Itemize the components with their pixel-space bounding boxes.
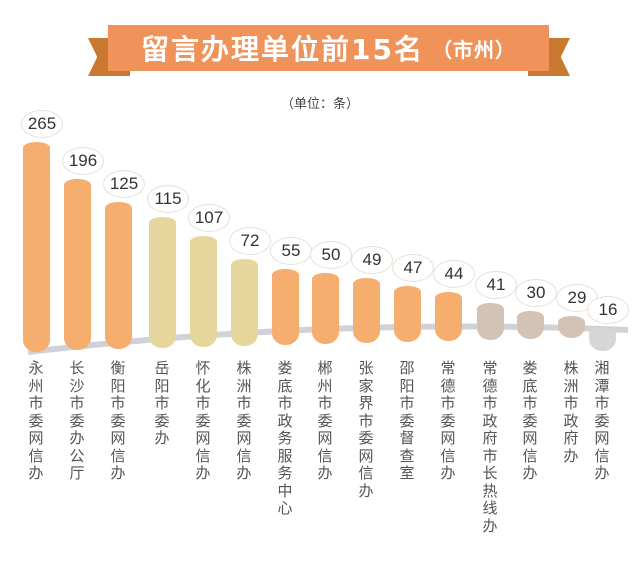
category-label: 长沙市委办公厅	[69, 359, 85, 482]
value-label: 44	[433, 260, 475, 288]
value-label: 49	[351, 246, 393, 274]
banner: 留言办理单位前15名 （市州）	[108, 25, 549, 71]
category-label: 娄底市委网信办	[522, 359, 538, 482]
chart-title: 留言办理单位前15名	[141, 33, 424, 66]
category-label: 邵阳市委督查室	[399, 359, 415, 482]
category-label: 岳阳市委办	[154, 359, 170, 447]
bar	[149, 217, 176, 348]
value-label: 125	[103, 170, 145, 198]
bar	[558, 316, 585, 338]
bar	[589, 328, 616, 351]
category-label: 怀化市委网信办	[195, 359, 211, 482]
bar	[105, 202, 132, 349]
title-banner: 留言办理单位前15名 （市州）	[88, 18, 570, 80]
bar	[64, 179, 91, 350]
bar	[477, 303, 504, 340]
category-label: 张家界市委网信办	[358, 359, 374, 500]
value-label: 107	[188, 204, 230, 232]
bar	[312, 273, 339, 344]
category-label: 湘潭市委网信办	[594, 359, 610, 482]
bar	[272, 269, 299, 345]
bar	[190, 236, 217, 347]
category-label: 衡阳市委网信办	[110, 359, 126, 482]
category-label: 株洲市政府办	[563, 359, 579, 465]
category-label: 郴州市委网信办	[317, 359, 333, 482]
value-label: 50	[310, 241, 352, 269]
chart-subtitle: （市州）	[431, 37, 516, 62]
value-label: 47	[392, 254, 434, 282]
unit-label: （单位：条）	[280, 97, 359, 112]
bar	[353, 278, 380, 343]
category-label: 永州市委网信办	[28, 359, 44, 482]
category-label: 娄底市政务服务中心	[277, 359, 293, 517]
value-label: 41	[475, 271, 517, 299]
bar	[394, 286, 421, 342]
bar	[517, 311, 544, 339]
bar	[435, 292, 462, 341]
bar	[23, 142, 50, 352]
value-label: 115	[147, 185, 189, 213]
bar	[231, 259, 258, 346]
value-label: 30	[515, 279, 557, 307]
value-label: 196	[62, 147, 104, 175]
value-label: 265	[21, 110, 63, 138]
value-label: 55	[270, 237, 312, 265]
category-label: 株洲市委网信办	[236, 359, 252, 482]
category-label: 常德市政府市长热线办	[482, 359, 498, 535]
value-label: 72	[229, 227, 271, 255]
category-label: 常德市委网信办	[440, 359, 456, 482]
value-label: 16	[587, 296, 629, 324]
